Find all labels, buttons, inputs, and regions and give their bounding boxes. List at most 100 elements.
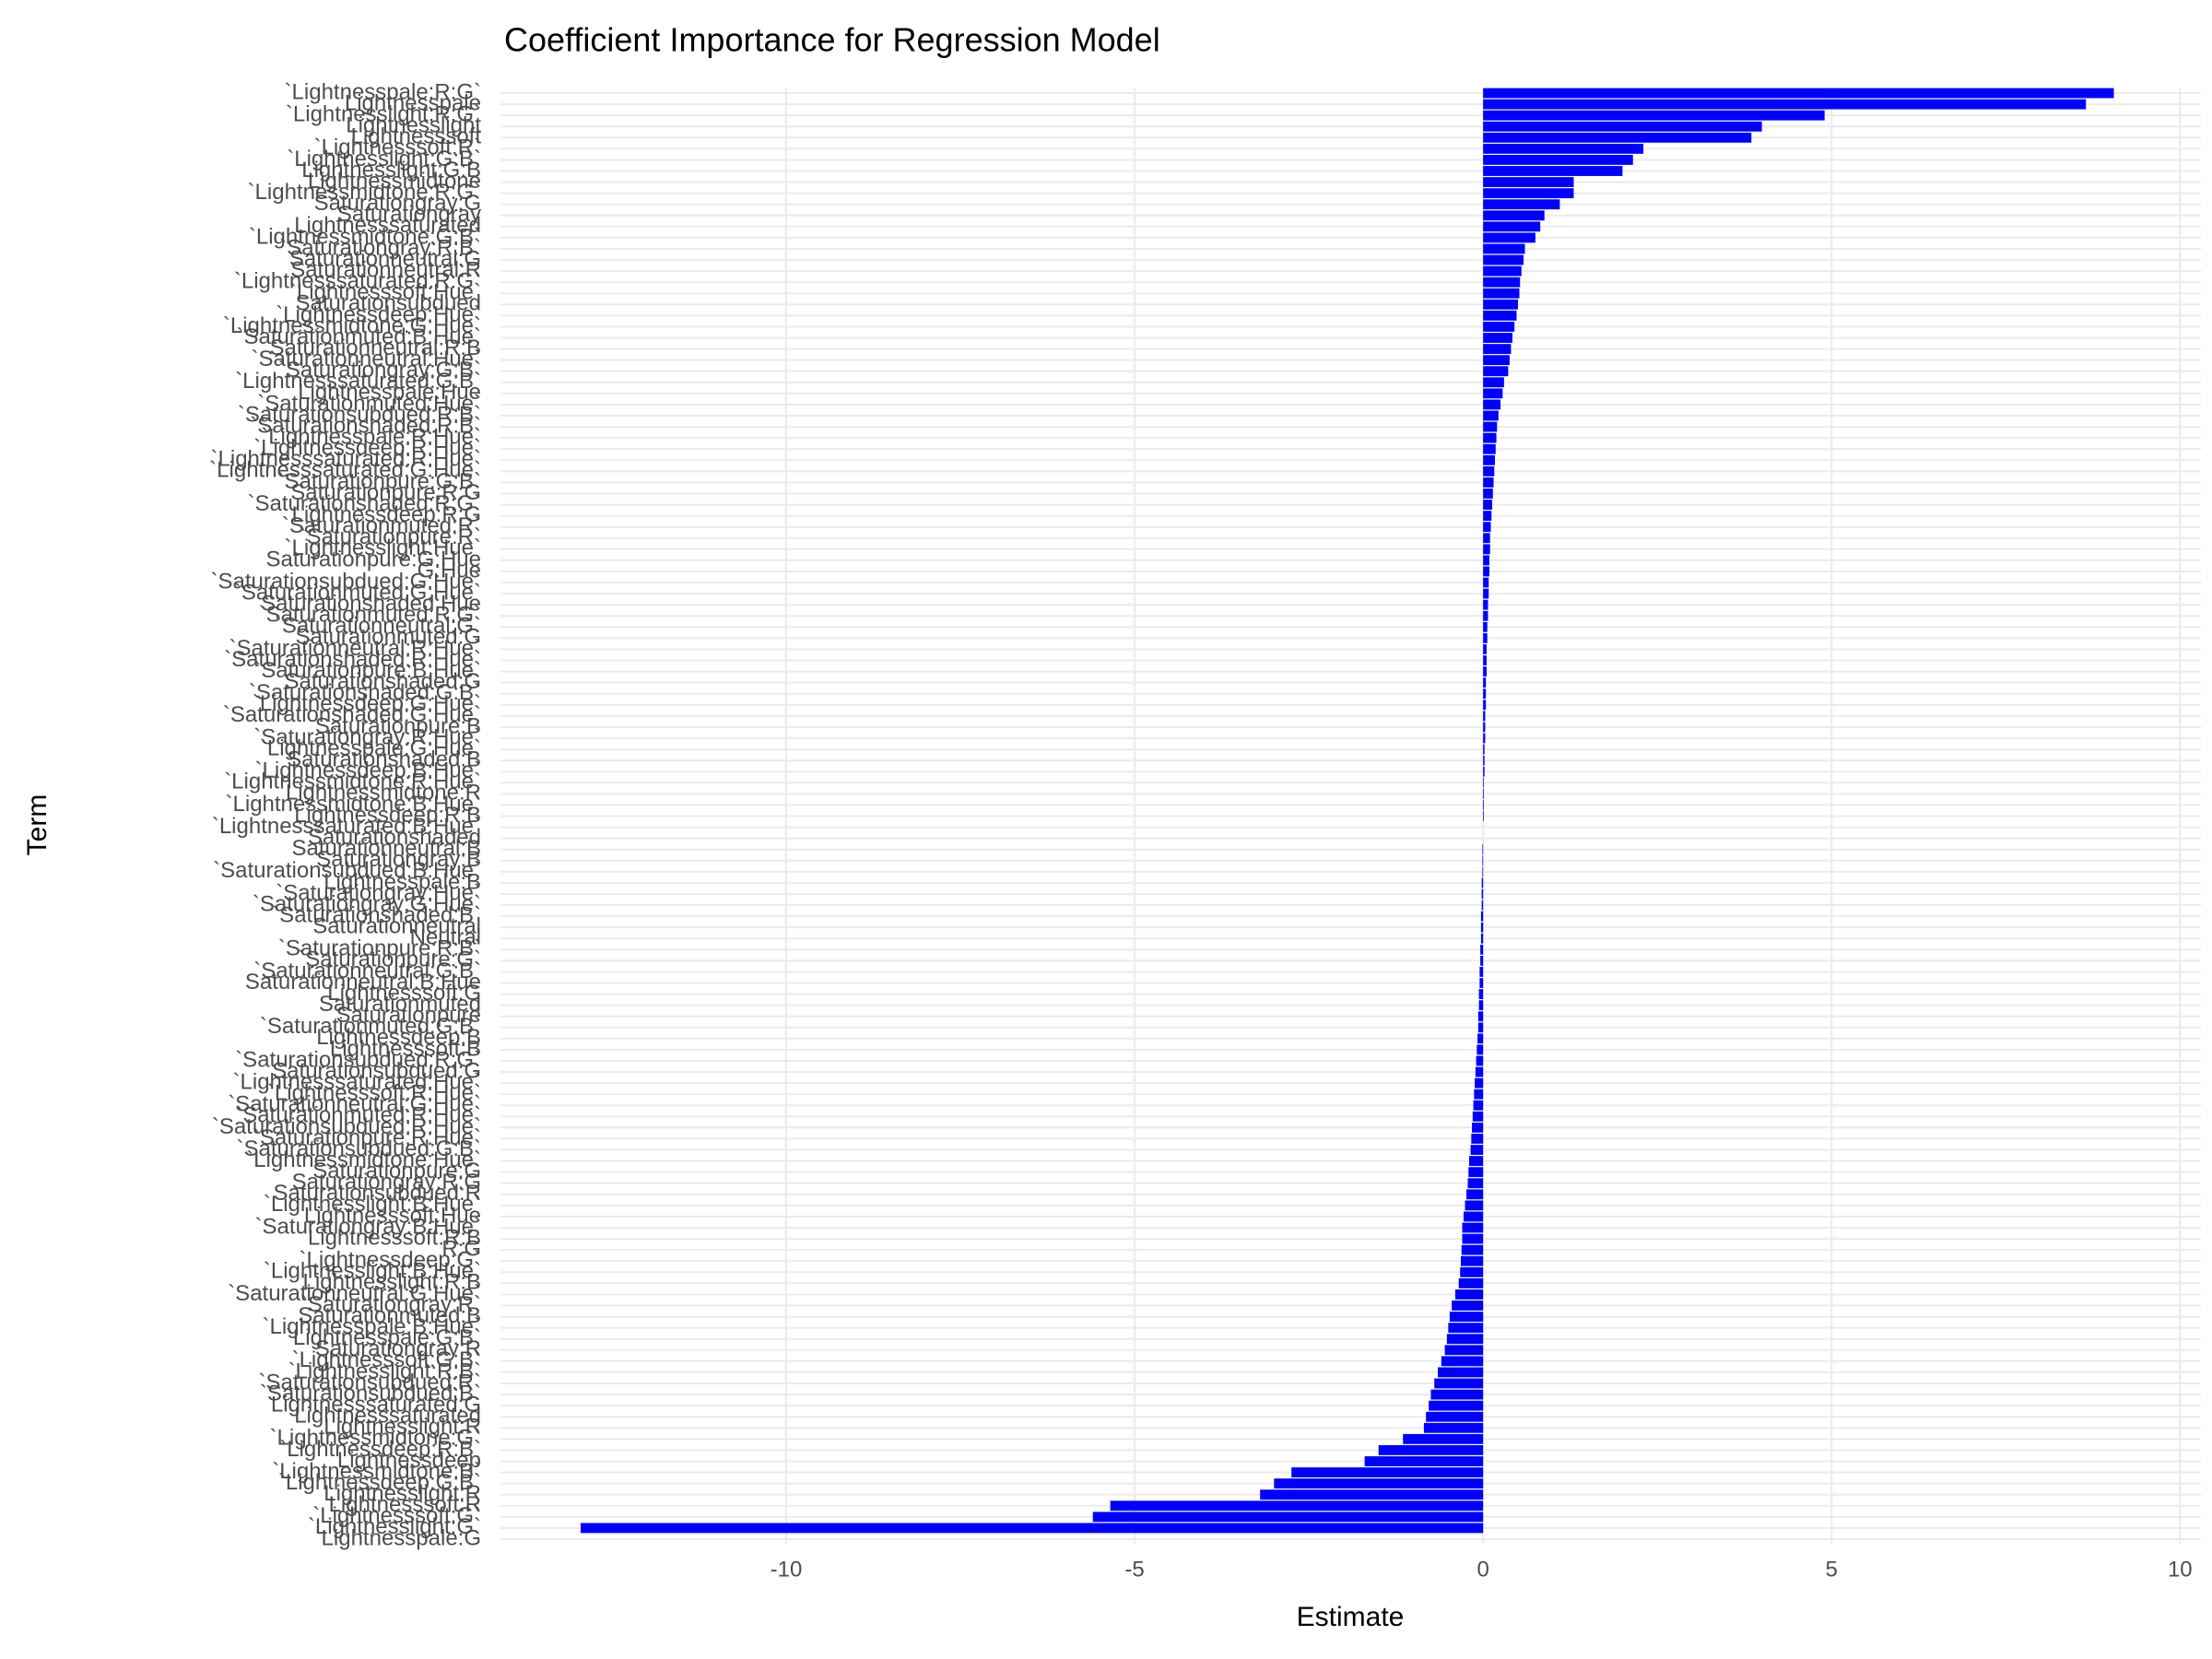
y-tick-label: `Saturationmuted:G:B`: [260, 1014, 481, 1039]
y-tick-label: `Lightnesspale:B:Hue`: [263, 1314, 481, 1339]
y-tick-label: `Lightnessdeep:R:B`: [279, 1437, 481, 1462]
y-tick-label: Lightnesssoft:R: [329, 1492, 481, 1517]
y-tick-label: `Lightnesssaturated:G:B`: [235, 369, 481, 394]
bar: [1479, 967, 1484, 977]
x-axis-label: Estimate: [1297, 1602, 1405, 1632]
y-tick-label: `Saturationshaded:G:B`: [249, 680, 481, 705]
bar: [1483, 788, 1484, 799]
y-tick-label: Lightnesssaturated: [294, 213, 481, 238]
y-tick-label: `Lightnessdeep:G:B`: [278, 1470, 481, 1495]
bar: [1483, 677, 1487, 688]
bar: [1470, 1145, 1484, 1155]
bar: [1483, 254, 1524, 265]
bar: [1483, 733, 1486, 744]
bar: [1438, 1367, 1484, 1378]
y-tick-label: `Lightnessmidtone:R:G`: [248, 180, 481, 205]
y-tick-label: `Lightnesssoft:R`: [314, 135, 481, 160]
y-tick-label: `Lightnessdeep:G:Hue`: [253, 691, 481, 716]
bar: [1430, 1389, 1484, 1400]
bar: [1483, 276, 1521, 288]
y-tick-label: `Lightnessmidtone:G:Hue`: [223, 313, 481, 338]
y-tick-label: Saturationneutral: [312, 914, 481, 939]
y-tick-label: Lightnesssoft:R:B: [308, 1225, 481, 1250]
bar: [1483, 610, 1488, 621]
y-tick-label: `Lightnesssoft:G:B`: [292, 1347, 481, 1372]
bar: [1478, 989, 1484, 1000]
bar: [1483, 722, 1486, 733]
y-tick-label: `Saturationmuted:R:Hue`: [235, 1103, 481, 1128]
y-tick-label: Lightnesslight:R: [324, 1415, 481, 1440]
y-tick-label: Saturationpure: [336, 1003, 481, 1028]
y-tick-label: Lightnesslight:R:B: [303, 1270, 481, 1295]
bar: [1477, 1044, 1484, 1055]
y-tick-label: Saturationpure:G: [312, 1159, 481, 1183]
y-tick-label: Saturationpure:G:Hue: [266, 547, 481, 571]
bar: [1260, 1489, 1484, 1500]
bar: [1481, 877, 1484, 888]
y-tick-label: Saturationneutral:R:B: [270, 335, 481, 360]
bar: [1426, 1411, 1484, 1422]
bar: [1483, 443, 1496, 454]
bar: [1480, 933, 1484, 944]
x-tick-label: -5: [1124, 1557, 1144, 1582]
y-tick-label: `Saturationgray:B:Hue`: [255, 1214, 481, 1239]
bar: [1472, 1122, 1484, 1133]
y-tick-label: `Saturationneutral:R:Hue`: [229, 636, 481, 661]
y-tick-label: `Saturationsubdued:R:G`: [235, 1047, 481, 1072]
y-tick-label: `Saturationpure:R`: [300, 524, 481, 549]
y-tick-label: Lightnesssoft: [351, 124, 482, 149]
y-tick-label: Lightnesspale:G: [322, 1525, 481, 1550]
y-tick-label: `Saturationsubdued:R:Hue`: [212, 1114, 481, 1139]
y-tick-label: `Saturationshaded:G:Hue`: [223, 702, 481, 727]
y-tick-label: `Lightnessdeep:R:Hue`: [253, 436, 481, 461]
y-tick-label: Lightnessmidtone:R: [286, 781, 481, 806]
bar: [1446, 1334, 1484, 1345]
y-tick-label: `Lightnessmidtone:Hue`: [246, 1147, 481, 1172]
y-tick-label: `Saturationshaded:R:Hue`: [224, 647, 481, 672]
bar: [1483, 477, 1494, 488]
y-tick-label: `Lightnesspale:R:Hue`: [261, 425, 481, 450]
y-tick-label: Saturationgray:B: [316, 847, 481, 872]
bar: [1378, 1444, 1484, 1455]
bar: [1483, 500, 1492, 511]
y-tick-label: Lightnesspale: [345, 90, 481, 115]
bar: [1480, 955, 1484, 966]
bar: [1482, 844, 1484, 855]
y-tick-label: `Saturationsubdued:G:B`: [237, 1136, 482, 1161]
y-tick-label: `Lightnesslight:R:B`: [288, 1359, 481, 1383]
y-tick-label: `Saturationsubdued:R:B`: [238, 402, 481, 427]
y-tick-label: `Lightnessmidtone:B`: [272, 1459, 481, 1484]
bar: [1483, 333, 1512, 343]
y-tick-label: `Saturationsubdued:G:Hue`: [210, 569, 481, 594]
y-tick-label: `Lightnessmidtone:B:Hue`: [226, 792, 481, 817]
y-axis-label: Term: [22, 794, 53, 856]
y-tick-label: `Lightnesslight:Hue`: [285, 535, 481, 560]
x-tick-label: 0: [1477, 1557, 1488, 1582]
bar: [1483, 711, 1486, 722]
y-tick-label: Saturationgray:R: [315, 1336, 481, 1361]
bar: [1483, 322, 1515, 332]
bar: [1429, 1400, 1484, 1411]
bar: [1483, 410, 1499, 421]
bar: [1092, 1512, 1484, 1523]
y-tick-label: `Saturationpure:R:Hue`: [253, 1125, 481, 1150]
y-tick-label: `Saturationgray:R:Hue`: [253, 724, 481, 749]
y-tick-label: Lightnesssaturated:G: [271, 1392, 481, 1417]
bar: [1452, 1300, 1484, 1311]
bar: [1468, 1167, 1484, 1178]
y-tick-label: Saturationsubdued: [296, 291, 482, 316]
y-tick-label: `Lightnesslight:R:G`: [286, 102, 481, 127]
y-tick-label: `Lightnesspale:R:G`: [285, 79, 481, 104]
y-tick-label: `Lightnesssoft:Hue`: [289, 280, 481, 305]
y-tick-label: Lightnesssoft:G: [327, 981, 481, 1006]
y-tick-label: `Saturationmuted:B:Hue`: [237, 324, 481, 349]
bar: [1449, 1312, 1484, 1323]
bar: [1462, 1222, 1484, 1233]
bar: [1291, 1467, 1484, 1477]
bar: [1483, 432, 1497, 443]
bar: [1480, 944, 1484, 955]
bar: [1483, 388, 1503, 399]
y-tick-label: Lightnesslight:R: [324, 1481, 481, 1506]
y-tick-label: Lightnessdeep: [337, 1448, 481, 1473]
y-tick-label: Saturationsubdued:R: [274, 1181, 482, 1206]
